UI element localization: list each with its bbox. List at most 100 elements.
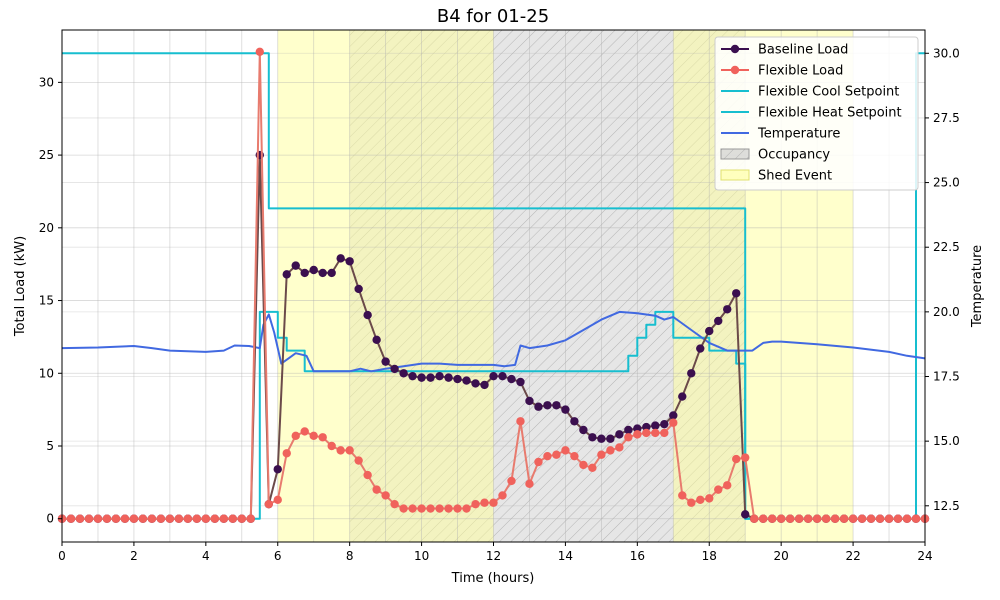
flexible-load-point [345, 446, 354, 455]
baseline-load-point [588, 433, 597, 442]
flexible-load-point [255, 47, 264, 57]
x-tick-label: 6 [274, 549, 282, 563]
flexible-load-point [732, 454, 741, 464]
temperature-line [61, 310, 926, 373]
baseline-load-point [507, 374, 516, 384]
flexible-load-point [363, 470, 372, 480]
x-tick-label: 22 [845, 549, 860, 563]
flexible-load-point [803, 514, 813, 523]
flexible-load-point [75, 514, 85, 523]
baseline-load-point [660, 419, 669, 429]
flexible-load-point [615, 443, 624, 452]
flexible-load-point [821, 514, 831, 523]
flexible-load-point [741, 453, 750, 462]
legend: Baseline Load Flexible Load Flexible Cool … [714, 36, 919, 191]
flexible-load-point [417, 504, 426, 513]
flexible-load-point [129, 514, 139, 523]
y2-tick-label: 20.0 [933, 305, 960, 319]
baseline-load-point [453, 374, 462, 384]
flexible-load-point [228, 514, 238, 523]
flexible-load-point [830, 514, 840, 523]
flexible-load-point [516, 417, 525, 426]
flexible-load-point [327, 441, 336, 451]
flexible-load-point [309, 431, 318, 441]
baseline-load-point [435, 371, 444, 381]
flexible-load-point [201, 514, 211, 523]
baseline-load-point [498, 371, 507, 381]
flexible-load-point [651, 428, 660, 438]
flexible-load-point [372, 485, 381, 494]
flexible-load-point [812, 514, 822, 523]
baseline-load-point [336, 254, 345, 263]
flexible-load-point [318, 433, 327, 442]
flexible-load-point [291, 431, 300, 441]
baseline-load-point [381, 357, 390, 366]
x-axis: 0 2 4 6 8 10 12 14 16 18 20 22 24 [58, 542, 933, 563]
legend-label: Flexible Heat Setpoint [758, 106, 902, 121]
baseline-load-point [525, 396, 534, 406]
flexible-load-point [408, 504, 417, 513]
baseline-load-point [426, 373, 435, 382]
flexible-load-point [794, 514, 804, 523]
x-tick-label: 14 [558, 549, 573, 563]
flexible-load-point [911, 514, 921, 523]
baseline-load-point [390, 364, 399, 374]
baseline-load-point [561, 405, 570, 414]
legend-marker-baseline [730, 44, 740, 54]
flexible-load-point [687, 498, 696, 507]
flexible-load-point [102, 514, 112, 523]
y2-tick-label: 25.0 [933, 176, 960, 190]
flexible-load-point [498, 491, 507, 500]
legend-patch-shed [720, 169, 750, 181]
y-axis-label: Total Load (kW) [13, 236, 28, 337]
legend-label: Flexible Load [758, 64, 843, 79]
x-axis-label: Time (hours) [451, 571, 535, 586]
x-tick-label: 0 [58, 549, 66, 563]
flexible-load-point [696, 495, 705, 505]
flexible-load-point [767, 514, 777, 523]
flexible-load-point [678, 491, 687, 500]
baseline-load-point [516, 377, 525, 387]
legend-label: Shed Event [758, 169, 832, 184]
flexible-load-point [462, 504, 471, 513]
flexible-load-point [507, 476, 516, 486]
flexible-load-point [480, 498, 489, 507]
baseline-load-point [570, 417, 579, 426]
flexible-load-point [749, 514, 759, 523]
baseline-load-point [318, 268, 327, 278]
flexible-load-point [192, 514, 202, 523]
baseline-load-point [480, 380, 489, 390]
flexible-load-point [758, 514, 768, 523]
flexible-load-point [848, 514, 858, 523]
baseline-load-point [471, 379, 480, 388]
baseline-load-point [291, 261, 300, 270]
flexible-load-point [174, 514, 184, 523]
baseline-load-point [444, 373, 453, 382]
baseline-load-point [309, 265, 318, 275]
baseline-load-point [669, 411, 678, 420]
x-tick-label: 16 [630, 549, 645, 563]
flexible-load-point [354, 456, 363, 465]
y-tick-label: 10 [39, 366, 54, 380]
flexible-load-point [893, 514, 903, 523]
y2-axis-label: Temperature [970, 245, 985, 328]
flexible-load-point [66, 514, 76, 523]
baseline-load-point [408, 371, 417, 381]
flexible-load-point [390, 499, 399, 509]
flexible-load-point [857, 514, 867, 523]
y-axis-right: 12.5 15.0 17.5 20.0 22.5 25.0 27.5 30.0 [925, 46, 960, 513]
baseline-load-point [282, 270, 291, 279]
legend-marker-flexible [730, 65, 740, 75]
baseline-load-point [723, 305, 732, 314]
baseline-load-point [687, 369, 696, 378]
chart-title: B4 for 01-25 [437, 6, 549, 27]
flexible-load-point [93, 514, 103, 523]
x-tick-label: 4 [202, 549, 210, 563]
baseline-load-point [300, 268, 309, 278]
flexible-load-point [714, 485, 723, 494]
baseline-load-point [543, 401, 552, 410]
flexible-load-point [902, 514, 912, 523]
baseline-load-point [714, 316, 723, 326]
baseline-load-point [696, 344, 705, 353]
flexible-load-point [147, 514, 157, 523]
